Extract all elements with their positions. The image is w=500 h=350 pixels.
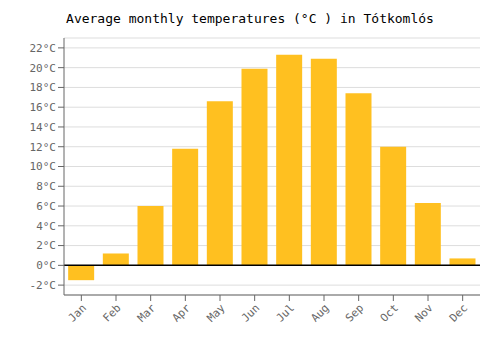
svg-text:May: May bbox=[204, 301, 228, 325]
svg-text:Dec: Dec bbox=[447, 301, 470, 324]
svg-text:8°C: 8°C bbox=[36, 180, 56, 193]
html-text:Average monthly temperatures (: Average monthly temperatures (°C ) in Tó… bbox=[66, 11, 434, 26]
svg-text:20°C: 20°C bbox=[30, 62, 57, 75]
svg-text:6°C: 6°C bbox=[36, 200, 56, 213]
svg-text:10°C: 10°C bbox=[30, 160, 57, 173]
svg-text:22°C: 22°C bbox=[30, 42, 57, 55]
svg-text:Jun: Jun bbox=[239, 301, 262, 324]
svg-text:Jan: Jan bbox=[66, 301, 89, 324]
svg-text:18°C: 18°C bbox=[30, 81, 57, 94]
svg-text:Oct: Oct bbox=[378, 301, 401, 324]
svg-text:Jul: Jul bbox=[274, 301, 297, 324]
svg-text:Mar: Mar bbox=[135, 301, 159, 325]
svg-text:-2°C: -2°C bbox=[30, 279, 57, 292]
svg-text:14°C: 14°C bbox=[30, 121, 57, 134]
svg-text:Sep: Sep bbox=[343, 301, 366, 324]
svg-text:Apr: Apr bbox=[170, 301, 194, 325]
svg-text:2°C: 2°C bbox=[36, 239, 56, 252]
svg-text:0°C: 0°C bbox=[36, 259, 56, 272]
svg-text:12°C: 12°C bbox=[30, 141, 57, 154]
svg-text:Aug: Aug bbox=[308, 301, 331, 324]
svg-text:16°C: 16°C bbox=[30, 101, 57, 114]
svg-text:Feb: Feb bbox=[100, 301, 123, 324]
svg-text:4°C: 4°C bbox=[36, 220, 56, 233]
svg-text:Nov: Nov bbox=[412, 301, 436, 325]
